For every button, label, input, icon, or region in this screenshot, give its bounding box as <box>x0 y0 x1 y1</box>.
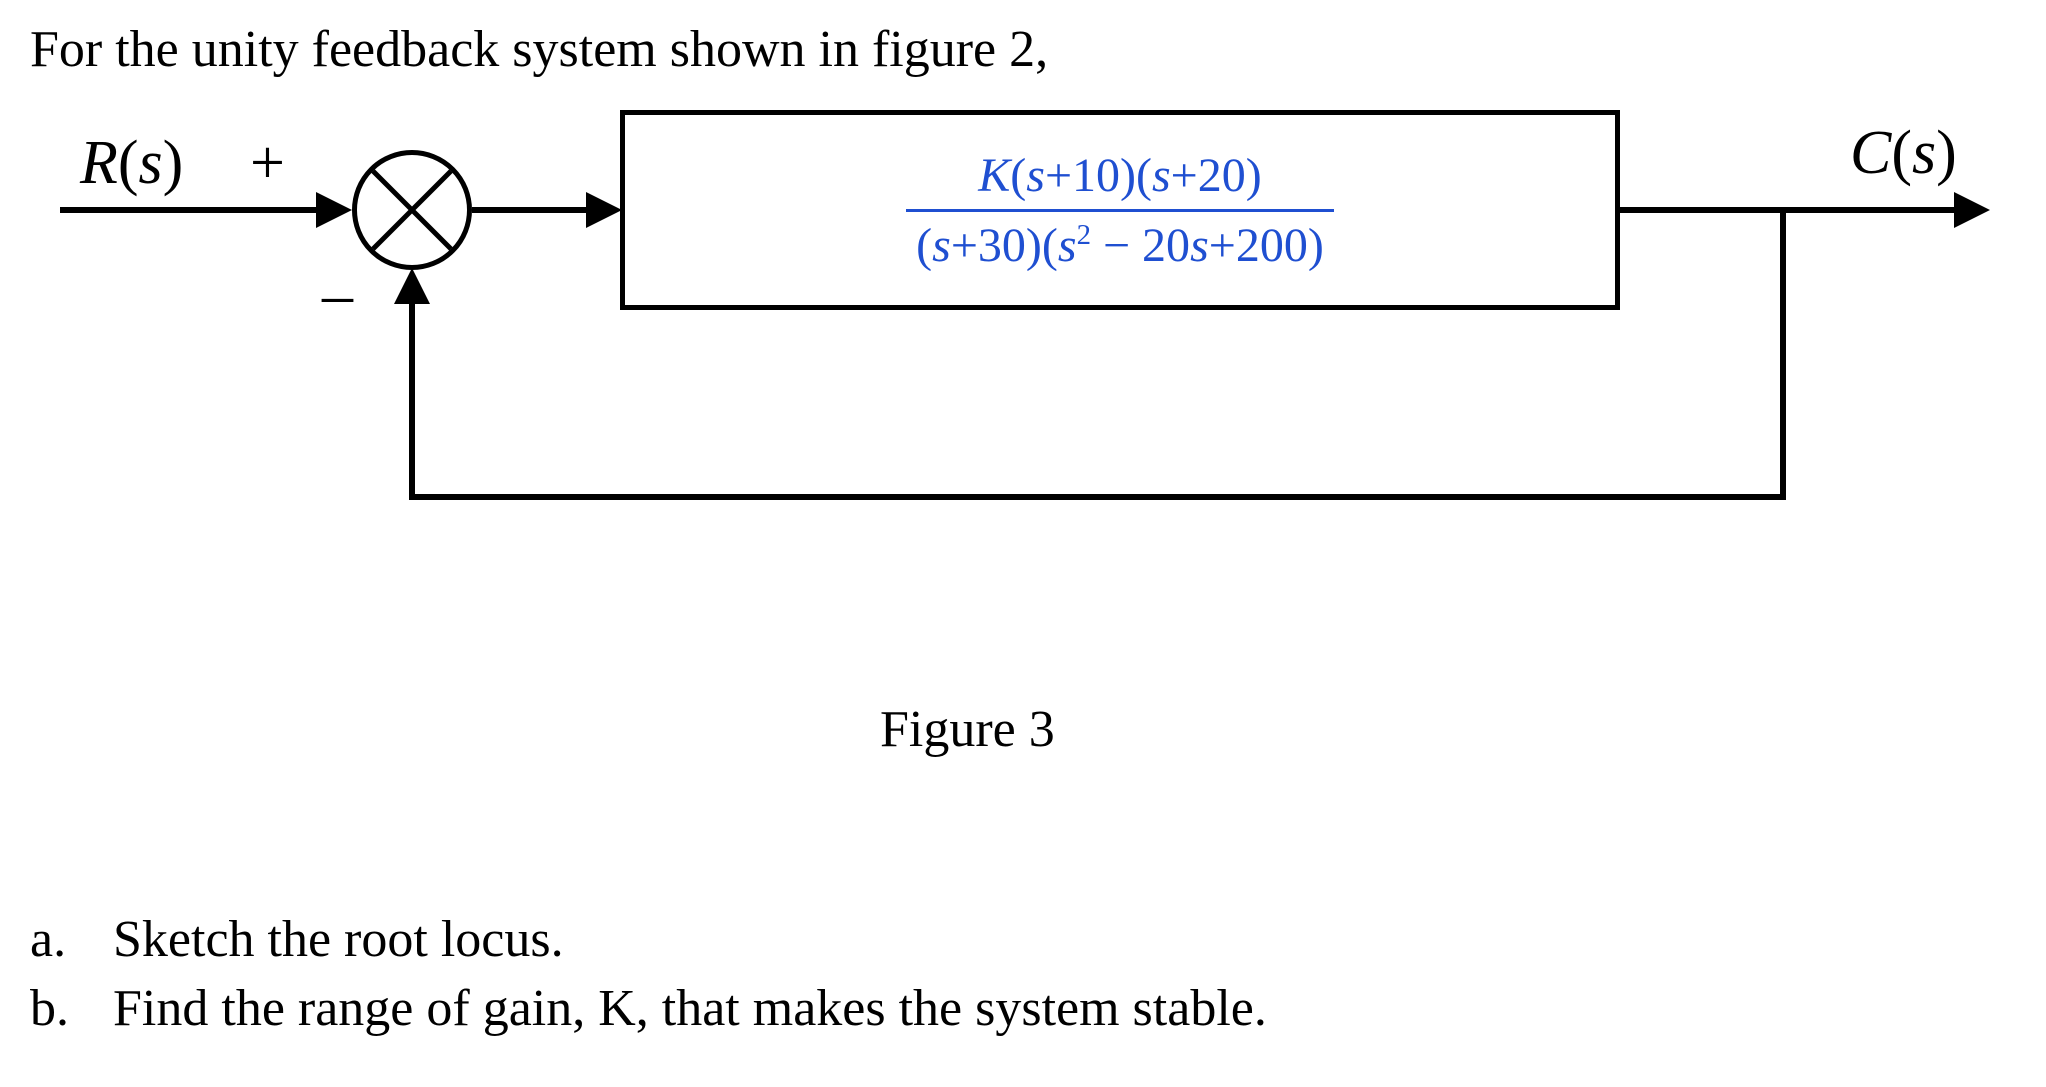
page-root: For the unity feedback system shown in f… <box>0 0 2046 1087</box>
summing-junction <box>352 150 472 270</box>
line-feedback-drop <box>1780 210 1786 500</box>
line-input <box>60 207 322 213</box>
arrowhead-output <box>1954 192 1990 228</box>
sum-minus-sign: – <box>322 260 353 331</box>
tf-numerator: K(s+10)(s+20) <box>906 148 1334 203</box>
tf-fraction-bar <box>906 209 1334 212</box>
transfer-function-fraction: K(s+10)(s+20) (s+30)(s2 − 20s+200) <box>906 148 1334 273</box>
arrowhead-into-sum-bottom <box>394 268 430 304</box>
question-item: a. Sketch the root locus. <box>30 910 1267 969</box>
question-text: Sketch the root locus. <box>113 911 564 968</box>
question-item: b. Find the range of gain, K, that makes… <box>30 979 1267 1038</box>
sum-plus-sign: + <box>250 128 285 199</box>
transfer-function-block: K(s+10)(s+20) (s+30)(s2 − 20s+200) <box>620 110 1620 310</box>
question-text: Find the range of gain, K, that makes th… <box>113 980 1267 1037</box>
line-feedback-rise <box>409 300 415 500</box>
line-block-to-output <box>1620 207 1960 213</box>
questions-list: a. Sketch the root locus. b. Find the ra… <box>30 900 1267 1048</box>
arrowhead-into-sum <box>316 192 352 228</box>
question-letter: a. <box>30 910 100 969</box>
line-sum-to-block <box>472 207 592 213</box>
input-signal-label: R(s) <box>80 128 183 199</box>
block-diagram: R(s) + – K(s+10)(s+20) (s+30)(s2 − 20s+2… <box>60 140 1980 660</box>
tf-denominator: (s+30)(s2 − 20s+200) <box>906 218 1334 273</box>
arrowhead-into-block <box>586 192 622 228</box>
intro-text: For the unity feedback system shown in f… <box>30 20 1048 79</box>
line-feedback-horizontal <box>409 494 1786 500</box>
question-letter: b. <box>30 979 100 1038</box>
summing-junction-x-icon <box>357 155 467 265</box>
figure-caption: Figure 3 <box>880 700 1055 759</box>
output-signal-label: C(s) <box>1850 118 1957 189</box>
